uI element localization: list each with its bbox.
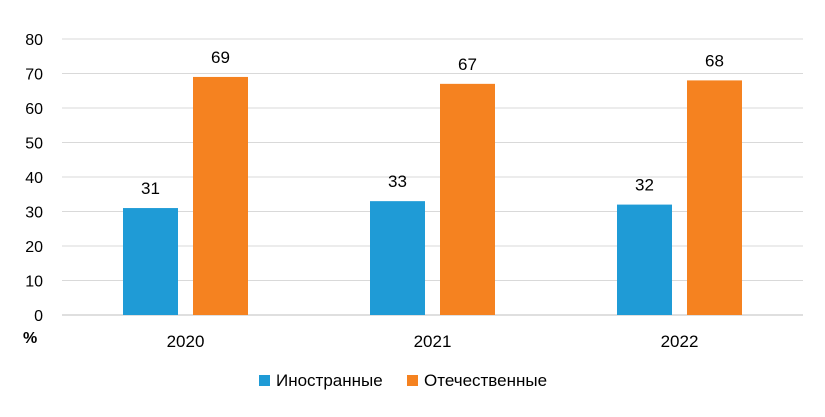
bar-2021-series-1 xyxy=(440,83,495,315)
y-tick-label-40: 40 xyxy=(25,170,43,187)
y-tick-label-0: 0 xyxy=(34,308,43,325)
bar-2021-series-0 xyxy=(370,201,425,315)
data-label-2022-series-1: 68 xyxy=(705,51,724,70)
legend-swatch-1 xyxy=(407,375,418,386)
data-labels: 31 69 33 67 32 68 xyxy=(141,48,724,198)
data-label-2020-series-1: 69 xyxy=(211,48,230,67)
y-tick-label-20: 20 xyxy=(25,239,43,256)
y-axis-ticks: 0 10 20 30 40 50 60 70 80 xyxy=(25,32,43,325)
bars xyxy=(123,76,742,316)
x-tick-label-2021: 2021 xyxy=(414,332,452,351)
data-label-2021-series-0: 33 xyxy=(388,172,407,191)
bar-2020-series-1 xyxy=(193,76,248,315)
y-tick-label-60: 60 xyxy=(25,101,43,118)
y-axis-unit-label: % xyxy=(23,330,37,347)
legend-label-1: Отечественные xyxy=(424,371,547,390)
y-tick-label-80: 80 xyxy=(25,32,43,49)
y-tick-label-50: 50 xyxy=(25,136,43,153)
bar-2022-series-1 xyxy=(687,80,742,316)
x-tick-label-2022: 2022 xyxy=(661,332,699,351)
y-tick-label-30: 30 xyxy=(25,205,43,222)
y-tick-label-10: 10 xyxy=(25,274,43,291)
data-label-2021-series-1: 67 xyxy=(458,55,477,74)
gridlines xyxy=(62,38,803,316)
x-axis-labels: 2020 2021 2022 xyxy=(167,332,699,351)
legend-swatch-0 xyxy=(259,375,270,386)
legend-label-0: Иностранные xyxy=(276,371,383,390)
bar-2020-series-0 xyxy=(123,208,178,315)
x-tick-label-2020: 2020 xyxy=(167,332,205,351)
legend: Иностранные Отечественные xyxy=(259,371,547,390)
data-label-2022-series-0: 32 xyxy=(635,176,654,195)
y-tick-label-70: 70 xyxy=(25,67,43,84)
data-label-2020-series-0: 31 xyxy=(141,179,160,198)
bar-2022-series-0 xyxy=(617,204,672,315)
